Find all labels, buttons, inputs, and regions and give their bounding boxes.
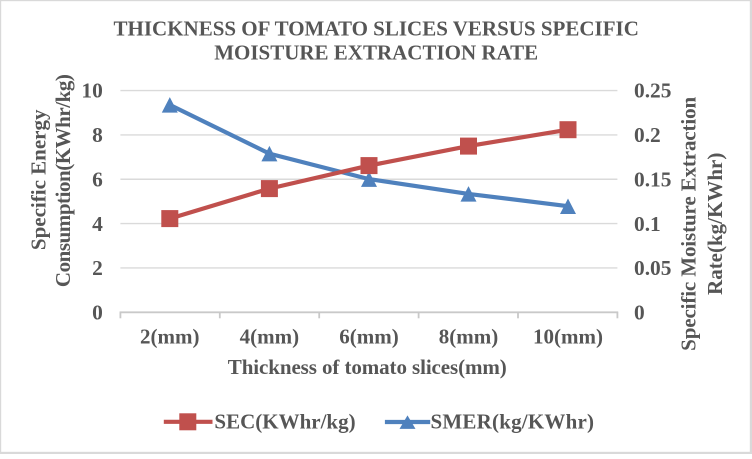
svg-text:Rate(kg/KWhr): Rate(kg/KWhr) — [703, 153, 727, 295]
svg-text:0: 0 — [634, 300, 645, 324]
svg-text:0.25: 0.25 — [634, 79, 671, 103]
svg-text:2(mm): 2(mm) — [140, 325, 199, 349]
svg-text:Consumption(KWhr/kg): Consumption(KWhr/kg) — [51, 74, 75, 287]
svg-text:10: 10 — [81, 79, 102, 103]
svg-text:4(mm): 4(mm) — [240, 325, 299, 349]
svg-text:0.05: 0.05 — [634, 256, 671, 280]
svg-text:8(mm): 8(mm) — [439, 325, 498, 349]
svg-text:0.2: 0.2 — [634, 123, 661, 147]
svg-text:Specific Moisture Extraction: Specific Moisture Extraction — [677, 97, 701, 351]
svg-text:6: 6 — [92, 167, 103, 191]
svg-text:Thickness of tomato slices(mm): Thickness of tomato slices(mm) — [228, 355, 507, 379]
svg-text:0.1: 0.1 — [634, 212, 661, 236]
svg-text:MOISTURE EXTRACTION RATE: MOISTURE EXTRACTION RATE — [214, 41, 538, 65]
svg-text:SEC(KWhr/kg): SEC(KWhr/kg) — [214, 409, 355, 433]
svg-text:Specific Energy: Specific Energy — [27, 109, 51, 250]
svg-text:10(mm): 10(mm) — [533, 325, 603, 349]
svg-text:8: 8 — [92, 123, 103, 147]
svg-text:0: 0 — [92, 300, 103, 324]
svg-text:THICKNESS OF TOMATO SLICES VER: THICKNESS OF TOMATO SLICES VERSUS SPECIF… — [114, 17, 639, 41]
svg-text:6(mm): 6(mm) — [339, 325, 398, 349]
svg-text:4: 4 — [92, 212, 103, 236]
svg-text:2: 2 — [92, 256, 103, 280]
svg-text:SMER(kg/KWhr): SMER(kg/KWhr) — [431, 409, 595, 433]
svg-text:0.15: 0.15 — [634, 167, 671, 191]
